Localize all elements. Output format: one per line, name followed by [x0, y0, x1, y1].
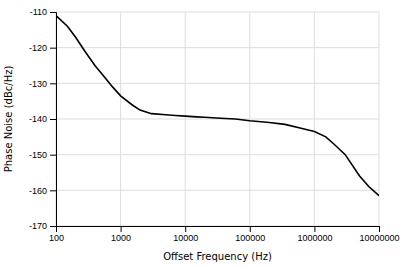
- tick-mark: [50, 190, 56, 191]
- tick: 1000000: [297, 226, 332, 243]
- grid-line: [56, 83, 379, 84]
- tick-label: 10000000: [359, 233, 399, 243]
- tick-mark: [50, 155, 56, 156]
- tick-label: 100000: [235, 233, 265, 243]
- tick: -160: [29, 186, 56, 196]
- tick-mark: [314, 226, 315, 232]
- tick: -140: [29, 114, 56, 124]
- tick-mark: [121, 226, 122, 232]
- tick-label: -140: [29, 114, 47, 124]
- tick: 100000: [235, 226, 265, 243]
- x-axis: 100 1000 10000 100000 1000000 10000000: [49, 226, 400, 243]
- tick-mark: [250, 226, 251, 232]
- x-axis-label: Offset Frequency (Hz): [163, 251, 272, 262]
- tick-label: 1000000: [297, 233, 332, 243]
- grid-line: [56, 190, 379, 191]
- grid-line: [56, 47, 379, 48]
- tick: 1000: [111, 226, 131, 243]
- tick-label: 10000: [173, 233, 198, 243]
- tick-mark: [379, 226, 380, 232]
- y-axis: -170 -160 -150 -140 -130 -120 -110: [29, 7, 57, 231]
- grid-line: [56, 12, 379, 13]
- tick-mark: [50, 226, 56, 227]
- tick-label: -110: [30, 7, 47, 17]
- y-axis-label: Phase Noise (dBc/Hz): [3, 66, 14, 173]
- tick-label: -120: [29, 43, 47, 53]
- tick: 100: [49, 226, 64, 243]
- tick-mark: [50, 48, 56, 49]
- tick-label: 1000: [111, 233, 131, 243]
- tick-label: -150: [29, 150, 47, 160]
- plot: 100 1000 10000 100000 1000000 10000000 -170 -16…: [29, 7, 400, 243]
- chart: 100 1000 10000 100000 1000000 10000000 -170 -16…: [0, 0, 407, 266]
- tick-mark: [50, 119, 56, 120]
- grid-line: [56, 154, 379, 155]
- tick: 10000000: [359, 226, 399, 243]
- tick: -170: [29, 221, 56, 231]
- tick-label: -160: [29, 186, 47, 196]
- tick-label: -130: [29, 79, 47, 89]
- tick: 10000: [173, 226, 198, 243]
- tick: -110: [30, 7, 56, 17]
- tick-label: 100: [49, 233, 64, 243]
- tick: -130: [29, 79, 56, 89]
- tick: -120: [29, 43, 56, 53]
- line: [56, 16, 379, 196]
- grid: [56, 12, 379, 226]
- tick-mark: [50, 83, 56, 84]
- tick-mark: [185, 226, 186, 232]
- tick: -150: [29, 150, 56, 160]
- axis-line: [50, 13, 57, 227]
- marks: [56, 16, 379, 196]
- tick-label: -170: [29, 221, 47, 231]
- axis-line: [57, 227, 380, 233]
- tick-mark: [50, 12, 56, 13]
